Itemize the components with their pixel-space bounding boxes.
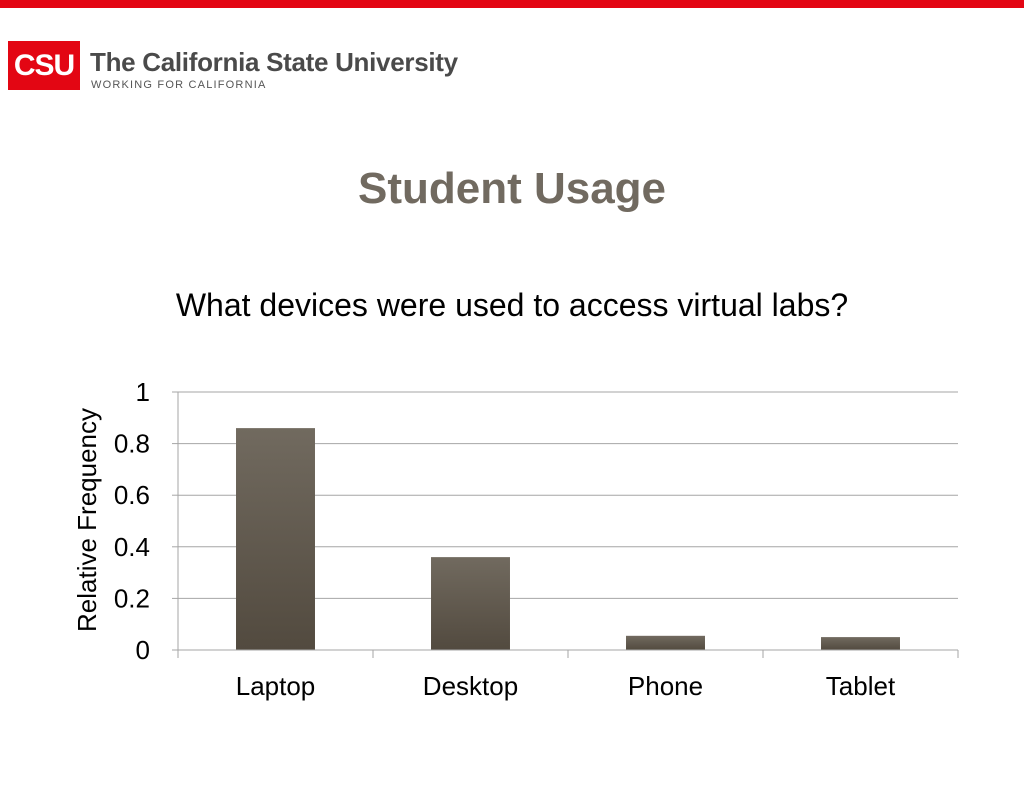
x-tick-label: Tablet (826, 671, 896, 701)
bars (236, 428, 900, 650)
x-tick-label: Laptop (236, 671, 316, 701)
logo-university-name: The California State University (90, 47, 458, 77)
y-tick-label: 0.6 (114, 480, 150, 510)
bar-tablet (821, 637, 900, 650)
logo-tagline: WORKING FOR CALIFORNIA (91, 79, 267, 91)
chart-title: What devices were used to access virtual… (175, 287, 849, 323)
top-accent-bar (0, 0, 1024, 8)
bar-chart: 00.20.40.60.81 Laptop Desktop Phone Tablet … (72, 377, 959, 701)
y-axis-label: Relative Frequency (72, 408, 102, 632)
y-tick-label: 0 (136, 635, 150, 665)
bar-desktop (431, 557, 510, 650)
y-tick-label: 0.2 (114, 583, 150, 613)
bar-phone (626, 635, 705, 650)
axes (172, 391, 959, 658)
x-tick-label: Desktop (423, 671, 518, 701)
csu-logo: CSU The California State University WORK… (8, 41, 458, 91)
y-tick-label: 0.8 (114, 429, 150, 459)
y-tick-label: 0.4 (114, 532, 150, 562)
y-tick-label: 1 (136, 377, 150, 407)
y-tick-labels: 0 0.2 0.4 0.6 0.8 1 (114, 377, 150, 665)
slide-title: Student Usage (357, 164, 667, 213)
x-tick-label: Phone (628, 671, 703, 701)
csu-logo-mark: CSU (8, 41, 80, 90)
bar-laptop (236, 428, 315, 650)
x-tick-labels: Laptop Desktop Phone Tablet (236, 671, 896, 701)
